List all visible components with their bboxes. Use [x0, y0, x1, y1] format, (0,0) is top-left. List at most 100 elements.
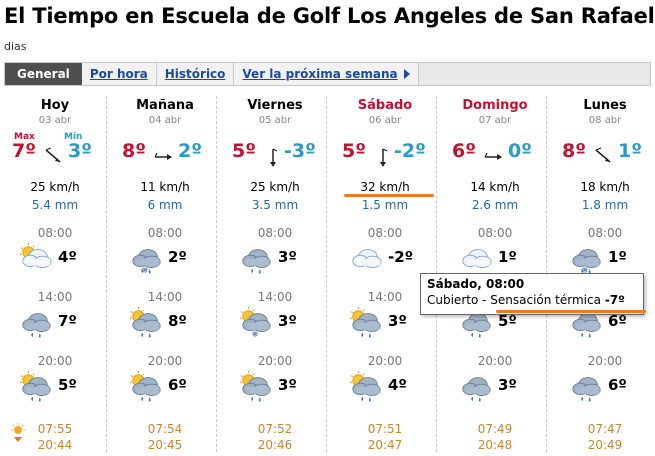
slot-time: 20:00 — [257, 354, 293, 368]
slot-time: 08:00 — [477, 226, 513, 240]
wind-direction-icon — [270, 148, 278, 167]
feels-highlight-underline — [496, 310, 646, 313]
sunset-time: 20:46 — [257, 438, 293, 452]
min-temp: 3º — [68, 140, 92, 162]
weather-sun-rain-cloud-icon — [349, 370, 381, 403]
day-date: 06 abr — [368, 115, 402, 126]
slot-temp: 6º — [168, 376, 187, 394]
slot-time: 20:00 — [587, 354, 623, 368]
weather-sun-rain-cloud-icon — [129, 306, 161, 339]
wind-direction-icon — [45, 147, 61, 163]
slot-time: 08:00 — [147, 226, 183, 240]
day-name: Viernes — [247, 98, 303, 113]
slot-time: 08:00 — [257, 226, 293, 240]
tooltip-dash: - — [478, 293, 491, 307]
max-temp: 8º — [562, 140, 586, 162]
sunrise-time: 07:54 — [147, 422, 183, 436]
rain-amount: 2.6 mm — [471, 198, 519, 212]
min-temp: 1º — [618, 140, 642, 162]
slot-temp: 7º — [58, 312, 77, 330]
tab-general[interactable]: General — [5, 63, 82, 85]
sunset-time: 20:44 — [37, 438, 73, 452]
sunrise-time: 07:49 — [477, 422, 513, 436]
weather-sun-rain-cloud-icon — [129, 370, 161, 403]
day-name: Mañana — [136, 98, 194, 113]
min-label: Min — [64, 132, 83, 142]
min-temp: -2º — [394, 140, 426, 162]
slot-temp: 8º — [168, 312, 187, 330]
slot-time: 14:00 — [37, 290, 73, 304]
wind-speed: 32 km/h — [360, 180, 410, 194]
sunset-time: 20:45 — [147, 438, 183, 452]
weather-rain-cloud-icon — [462, 313, 491, 339]
column-divider — [326, 96, 327, 452]
weather-sun-rain-cloud-icon — [349, 306, 381, 339]
wind-speed: 25 km/h — [250, 180, 300, 194]
wind-speed: 11 km/h — [140, 180, 190, 194]
forecast-days: Hoy 03 abr Max Min 7º 3º 25 km/h 5.4 mm 08:00 4º 1… — [0, 92, 655, 456]
tooltip: Sábado, 08:00 Cubierto - Sensación térmi… — [420, 273, 644, 315]
slot-time: 20:00 — [477, 354, 513, 368]
sunrise-sunset-icon — [11, 423, 25, 442]
day-column: Hoy 03 abr Max Min 7º 3º 25 km/h 5.4 mm 08:00 4º 1… — [0, 92, 110, 456]
slot-temp: 2º — [168, 248, 187, 266]
weather-rain-cloud-icon — [242, 249, 271, 275]
tooltip-feels-label: Sensación térmica — [490, 293, 601, 307]
tab-next-week-label: Ver la próxima semana — [242, 67, 398, 81]
sunrise-time: 07:55 — [37, 422, 73, 436]
slot-time: 14:00 — [147, 290, 183, 304]
slot-temp: -2º — [388, 248, 414, 266]
max-temp: 7º — [12, 140, 36, 162]
page-subtitle: dias — [4, 40, 27, 53]
slot-temp: 3º — [498, 376, 517, 394]
tooltip-title: Sábado, 08:00 — [427, 277, 525, 291]
wind-direction-icon — [380, 148, 388, 167]
weather-sun-rain-cloud-icon — [239, 370, 271, 403]
wind-speed: 14 km/h — [470, 180, 520, 194]
slot-temp: 6º — [608, 376, 627, 394]
day-date: 03 abr — [38, 115, 72, 126]
sunset-time: 20:49 — [587, 438, 623, 452]
weather-rain-cloud-icon — [22, 313, 51, 339]
max-temp: 6º — [452, 140, 476, 162]
sunset-time: 20:47 — [367, 438, 403, 452]
weather-cloud-icon — [352, 249, 382, 268]
day-name: Sábado — [357, 98, 413, 113]
tooltip-condition: Cubierto — [427, 293, 479, 307]
wind-direction-icon — [154, 152, 172, 160]
slot-temp: 3º — [278, 248, 297, 266]
weather-rain-cloud-icon — [462, 377, 491, 403]
day-name: Domingo — [462, 98, 528, 113]
slot-temp: 4º — [388, 376, 407, 394]
min-temp: -3º — [284, 140, 316, 162]
day-name: Lunes — [583, 98, 627, 113]
weather-rain-cloud-icon — [572, 377, 601, 403]
weather-snow-rain-cloud-icon — [572, 249, 601, 275]
wind-speed: 18 km/h — [580, 180, 630, 194]
wind-direction-icon — [484, 152, 502, 160]
min-temp: 2º — [178, 140, 202, 162]
tab-historico[interactable]: Histórico — [156, 63, 235, 85]
slot-temp: 3º — [278, 312, 297, 330]
day-date: 05 abr — [258, 115, 292, 126]
weather-sun-cloud-icon — [19, 242, 52, 268]
max-temp: 8º — [122, 140, 146, 162]
slot-temp: 6º — [608, 312, 627, 330]
day-date: 04 abr — [148, 115, 182, 126]
day-column: Mañana 04 abr 8º 2º 11 km/h 6 mm 08:00 2º 14:00 8… — [110, 92, 220, 456]
tab-bar: General Por hora Histórico Ver la próxim… — [4, 62, 651, 86]
max-temp: 5º — [342, 140, 366, 162]
slot-temp: 1º — [498, 248, 517, 266]
chevron-right-icon — [403, 69, 410, 79]
slot-time: 08:00 — [587, 226, 623, 240]
slot-time: 14:00 — [367, 290, 403, 304]
weather-sun-rain-cloud-icon — [19, 370, 51, 403]
slot-temp: 4º — [58, 248, 77, 266]
weather-snow-rain-cloud-icon — [132, 249, 161, 275]
wind-direction-icon — [595, 147, 611, 163]
page-title: El Tiempo en Escuela de Golf Los Angeles… — [4, 4, 655, 28]
day-date: 08 abr — [588, 115, 622, 126]
tab-por-hora[interactable]: Por hora — [81, 63, 157, 85]
column-divider — [106, 96, 107, 452]
tab-next-week[interactable]: Ver la próxima semana — [234, 63, 419, 85]
